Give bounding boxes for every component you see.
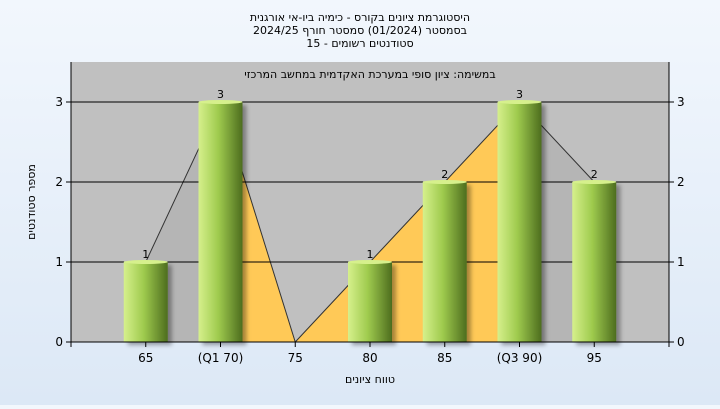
x-tick-label: (Q1 70) xyxy=(198,351,244,365)
x-tick-label: (Q3 90) xyxy=(497,351,543,365)
y-tick-label-left: 0 xyxy=(55,335,63,349)
chart-annotation: במשימה: ציון סופי במערכת האקדמית במחשב ה… xyxy=(244,68,495,81)
bar-65 xyxy=(123,262,168,342)
chart-title-line-3: סטודנטים רשומים - 15 xyxy=(306,37,413,50)
chart-title-line-1: היסטוגרמת ציונים בקורס - כימיה ביו-אי או… xyxy=(250,11,470,24)
x-tick-label: 80 xyxy=(362,351,377,365)
bar-value-label: 2 xyxy=(591,168,598,181)
y-tick-label-right: 0 xyxy=(677,335,685,349)
x-tick-label: 95 xyxy=(587,351,602,365)
bar-value-label: 1 xyxy=(367,248,374,261)
bar-value-label: 1 xyxy=(142,248,149,261)
bars: 1 3 1 2 3 2 xyxy=(123,88,617,342)
bar-(Q3 90) xyxy=(497,102,542,342)
y-tick-label-left: 2 xyxy=(55,175,63,189)
bar-cap xyxy=(572,180,617,184)
x-axis-label: טווח ציונים xyxy=(345,373,395,386)
chart-title-line-2: בסמסטר (01/2024) סמסטר חורף 2024/25 xyxy=(253,24,467,37)
bar-value-label: 2 xyxy=(441,168,448,181)
axes: 0 0 1 1 2 2 3 3 65 (Q1 70) 75 80 85 (Q3 90) 95 xyxy=(55,62,685,365)
bar-cap xyxy=(348,260,392,264)
y-tick-label-right: 2 xyxy=(677,175,685,189)
bar-80 xyxy=(348,262,392,342)
bar-value-label: 3 xyxy=(516,88,523,101)
x-tick-label: 75 xyxy=(288,351,303,365)
bar-cap xyxy=(497,100,542,104)
bar-value-label: 3 xyxy=(217,88,224,101)
bar-95 xyxy=(572,182,617,342)
y-tick-label-right: 3 xyxy=(677,95,685,109)
x-tick-label: 65 xyxy=(138,351,153,365)
bar-85 xyxy=(422,182,467,342)
bar-cap xyxy=(123,260,168,264)
y-tick-label-right: 1 xyxy=(677,255,685,269)
x-tick-label: 85 xyxy=(437,351,452,365)
bar-cap xyxy=(198,100,243,104)
y-tick-label-left: 3 xyxy=(55,95,63,109)
y-axis-label: מספר סטודנטים xyxy=(25,164,38,240)
bar-cap xyxy=(422,180,467,184)
bar-(Q1 70) xyxy=(198,102,243,342)
y-tick-label-left: 1 xyxy=(55,255,63,269)
